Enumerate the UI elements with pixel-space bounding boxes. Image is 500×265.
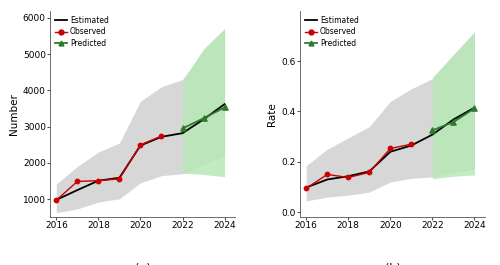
Point: [116, 177, 124, 181]
Point: [386, 146, 394, 151]
Point: [302, 186, 310, 191]
Point: [74, 179, 82, 184]
Point: [470, 106, 478, 111]
Text: (a): (a): [134, 263, 150, 265]
Point: [136, 143, 144, 147]
Point: [200, 116, 207, 120]
Point: [94, 179, 102, 183]
Point: [220, 105, 228, 109]
Point: [428, 128, 436, 132]
Point: [323, 172, 331, 176]
Point: [450, 120, 458, 124]
Point: [408, 142, 416, 146]
Legend: Estimated, Observed, Predicted: Estimated, Observed, Predicted: [304, 14, 360, 49]
Legend: Estimated, Observed, Predicted: Estimated, Observed, Predicted: [54, 14, 110, 49]
Point: [344, 175, 352, 180]
Y-axis label: Number: Number: [8, 93, 18, 135]
Point: [158, 134, 166, 138]
Text: (b): (b): [384, 263, 400, 265]
Point: [178, 126, 186, 131]
Point: [366, 170, 374, 175]
Point: [52, 198, 60, 202]
Y-axis label: Rate: Rate: [267, 102, 277, 126]
